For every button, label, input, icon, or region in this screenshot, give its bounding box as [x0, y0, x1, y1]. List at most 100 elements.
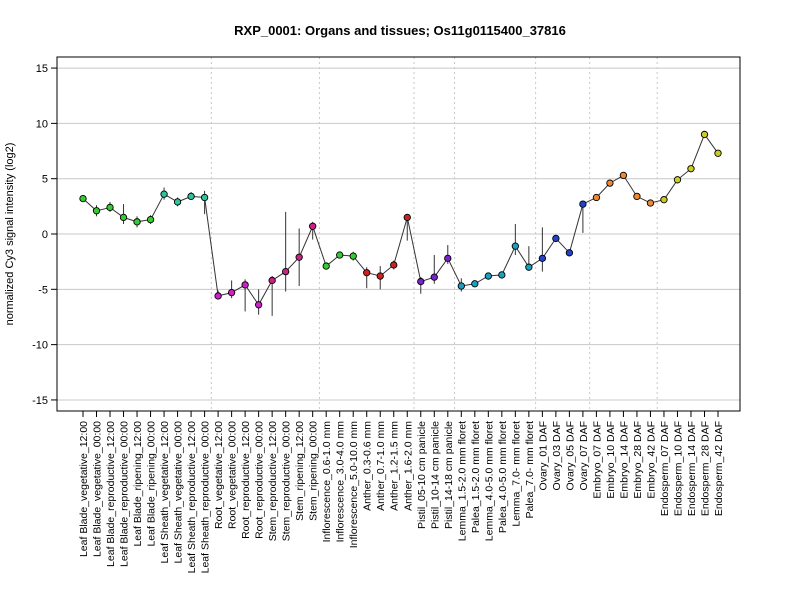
- x-tick-label: Lemma_1.5-2.0 mm floret: [456, 421, 468, 541]
- x-tick-label: Embryo_10 DAF: [605, 421, 617, 499]
- data-point: [498, 271, 506, 279]
- y-tick-label: -5: [38, 284, 48, 296]
- x-tick-label: Lemma_4.0-5.0 mm floret: [483, 421, 495, 541]
- data-point: [511, 242, 519, 250]
- x-tick-label: Root_reproductive_12:00: [240, 421, 252, 539]
- x-tick-label: Leaf Blade_ripening_12:00: [132, 421, 144, 547]
- x-tick-label: Pistil_10-14 cm panicle: [429, 421, 441, 529]
- x-tick-label: Leaf Blade_vegetative_00:00: [92, 421, 104, 557]
- y-axis-label: normalized Cy3 signal intensity (log2): [4, 143, 16, 326]
- x-tick-label: Lemma_7.0- mm floret: [510, 421, 522, 527]
- data-point: [268, 276, 276, 285]
- data-point: [349, 252, 357, 260]
- x-tick-label: Palea_1.5-2.0 mm floret: [470, 421, 482, 533]
- data-point: [646, 199, 655, 207]
- x-tick-label: Leaf Blade_reproductive_00:00: [119, 421, 131, 567]
- x-tick-label: Anther_0.7-1.0 mm: [375, 421, 387, 511]
- data-point: [376, 272, 384, 280]
- x-axis: Leaf Blade_vegetative_12:00 Leaf Blade_ve…: [78, 410, 725, 574]
- data-point: [525, 263, 533, 271]
- x-tick-label: Stem_ripening_00:00: [308, 421, 320, 521]
- data-point: [417, 277, 425, 286]
- x-tick-label: Leaf Sheath_vegetative_00:00: [173, 421, 185, 564]
- error-bar-layer: [82, 133, 719, 316]
- x-tick-label: Stem_ripening_12:00: [294, 421, 306, 521]
- data-point: [714, 149, 722, 157]
- x-tick-label: Ovary_01 DAF: [537, 421, 549, 490]
- data-point: [687, 165, 695, 173]
- data-point: [160, 190, 168, 198]
- data-point: [119, 213, 128, 222]
- x-tick-label: Anther_0.3-0.6 mm: [362, 421, 374, 511]
- data-point: [538, 254, 547, 262]
- x-tick-label: Leaf Blade_vegetative_12:00: [78, 421, 90, 557]
- y-tick-label: 5: [42, 174, 48, 186]
- x-tick-label: Leaf Blade_ripening_00:00: [146, 421, 158, 547]
- y-axis: -15 -10 -5 0 5 10 15: [32, 63, 58, 407]
- data-point: [390, 261, 398, 269]
- data-point: [295, 253, 303, 261]
- data-point: [363, 269, 371, 277]
- x-tick-label: Embryo_42 DAF: [645, 421, 657, 499]
- data-point: [173, 198, 182, 206]
- data-point: [282, 267, 290, 276]
- x-tick-label: Endosperm_42 DAF: [713, 421, 725, 516]
- x-tick-label: Anther_1.6-2.0 mm: [402, 421, 414, 511]
- x-tick-label: Endosperm_14 DAF: [686, 421, 698, 516]
- data-point: [133, 218, 141, 226]
- data-point: [579, 200, 587, 208]
- data-point: [430, 273, 438, 281]
- series-line-layer: [82, 133, 719, 306]
- data-point: [403, 213, 411, 222]
- x-tick-label: Ovary_03 DAF: [551, 421, 563, 490]
- x-tick-label: Leaf Sheath_vegetative_12:00: [159, 421, 171, 564]
- x-tick-label: Ovary_05 DAF: [564, 421, 576, 490]
- x-tick-label: Stem_reproductive_12:00: [267, 421, 279, 541]
- x-tick-label: Root_reproductive_00:00: [254, 421, 266, 539]
- x-tick-label: Pistil_14-18 cm panicle: [443, 421, 455, 529]
- data-point: [471, 280, 479, 288]
- data-point: [619, 171, 628, 180]
- x-tick-label: Endosperm_28 DAF: [700, 421, 712, 516]
- data-point-layer: [79, 130, 722, 309]
- x-tick-label: Stem_reproductive_00:00: [281, 421, 293, 541]
- x-tick-label: Ovary_07 DAF: [578, 421, 590, 490]
- data-point: [187, 192, 195, 201]
- data-point: [565, 249, 574, 257]
- data-point: [322, 262, 330, 270]
- data-point: [227, 288, 236, 297]
- data-point: [592, 193, 601, 202]
- x-tick-label: Palea_7.0- mm floret: [524, 421, 536, 519]
- data-point: [484, 272, 492, 280]
- x-tick-label: Anther_1.2-1.5 mm: [389, 421, 401, 511]
- x-tick-label: Embryo_28 DAF: [632, 421, 644, 499]
- x-tick-label: Leaf Blade_reproductive_12:00: [105, 421, 117, 567]
- data-point: [660, 196, 668, 204]
- data-point: [309, 222, 317, 230]
- data-point: [457, 282, 465, 290]
- data-point: [146, 215, 155, 224]
- data-point: [214, 292, 222, 300]
- x-tick-label: Endosperm_10 DAF: [673, 421, 685, 516]
- data-point: [673, 176, 682, 184]
- series-line: [82, 133, 719, 306]
- y-tick-label: 10: [36, 118, 48, 130]
- x-tick-label: Inflorescence_3.0-4.0 mm: [335, 421, 347, 543]
- y-tick-label: -10: [32, 340, 48, 352]
- x-tick-label: Embryo_07 DAF: [591, 421, 603, 499]
- grid-layer: [57, 57, 740, 411]
- y-tick-label: -15: [32, 395, 48, 407]
- data-point: [254, 301, 263, 309]
- data-point: [633, 192, 641, 201]
- y-tick-label: 15: [36, 63, 48, 75]
- x-tick-label: Leaf Sheath_reproductive_00:00: [200, 421, 212, 574]
- x-tick-label: Root_vegetative_12:00: [213, 421, 225, 529]
- x-tick-label: Pistil_05-10 cm panicle: [416, 421, 428, 529]
- data-point: [200, 193, 209, 202]
- y-tick-label: 0: [42, 229, 48, 241]
- data-point: [552, 234, 560, 243]
- data-point: [606, 179, 614, 187]
- data-point: [241, 281, 249, 289]
- x-tick-label: Root_vegetative_00:00: [227, 421, 239, 529]
